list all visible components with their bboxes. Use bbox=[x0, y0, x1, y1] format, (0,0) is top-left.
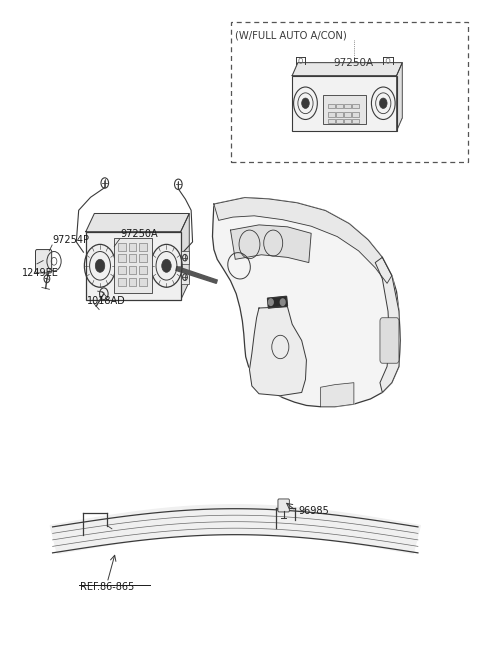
Bar bbox=[118, 278, 126, 286]
Circle shape bbox=[162, 259, 171, 272]
Polygon shape bbox=[50, 505, 420, 553]
Circle shape bbox=[301, 98, 309, 109]
Polygon shape bbox=[213, 198, 400, 407]
Circle shape bbox=[96, 259, 105, 272]
Text: 97250A: 97250A bbox=[120, 229, 158, 239]
Bar bbox=[139, 243, 146, 251]
Bar bbox=[86, 232, 180, 300]
Bar bbox=[292, 75, 396, 131]
Bar bbox=[328, 112, 336, 117]
Bar bbox=[139, 278, 146, 286]
Polygon shape bbox=[230, 225, 311, 263]
Bar bbox=[139, 254, 146, 262]
Polygon shape bbox=[86, 214, 189, 232]
Text: REF.86-865: REF.86-865 bbox=[80, 582, 134, 592]
Bar bbox=[180, 251, 189, 264]
Circle shape bbox=[280, 299, 285, 305]
Circle shape bbox=[380, 98, 387, 109]
Bar bbox=[336, 103, 343, 108]
Text: (W/FULL AUTO A/CON): (W/FULL AUTO A/CON) bbox=[235, 30, 347, 40]
Polygon shape bbox=[267, 296, 288, 308]
Bar bbox=[139, 266, 146, 274]
Bar bbox=[336, 112, 343, 117]
Bar bbox=[352, 103, 359, 108]
Bar bbox=[230, 22, 468, 162]
Bar bbox=[180, 271, 189, 284]
Text: 97254P: 97254P bbox=[53, 235, 90, 245]
Bar bbox=[129, 254, 136, 262]
Bar bbox=[129, 266, 136, 274]
Bar bbox=[336, 119, 343, 123]
Polygon shape bbox=[176, 267, 217, 284]
Text: 96985: 96985 bbox=[298, 506, 329, 515]
Bar bbox=[323, 95, 366, 124]
Polygon shape bbox=[250, 307, 306, 396]
Polygon shape bbox=[375, 257, 400, 392]
Text: 1249EE: 1249EE bbox=[22, 268, 59, 278]
Bar bbox=[129, 243, 136, 251]
Bar bbox=[328, 103, 336, 108]
Bar bbox=[344, 112, 351, 117]
FancyBboxPatch shape bbox=[36, 250, 52, 273]
Bar bbox=[118, 243, 126, 251]
Bar bbox=[352, 112, 359, 117]
Bar bbox=[344, 119, 351, 123]
Bar bbox=[114, 238, 152, 293]
Bar bbox=[328, 119, 336, 123]
FancyBboxPatch shape bbox=[278, 499, 289, 512]
Bar bbox=[118, 254, 126, 262]
Text: 97250A: 97250A bbox=[334, 58, 374, 68]
Polygon shape bbox=[321, 383, 354, 407]
Polygon shape bbox=[292, 63, 402, 75]
Polygon shape bbox=[396, 63, 402, 131]
Text: 1018AD: 1018AD bbox=[87, 296, 126, 307]
Bar bbox=[118, 266, 126, 274]
Bar bbox=[344, 103, 351, 108]
Circle shape bbox=[268, 299, 273, 305]
Polygon shape bbox=[214, 198, 392, 284]
Bar bbox=[352, 119, 359, 123]
Polygon shape bbox=[180, 214, 189, 300]
FancyBboxPatch shape bbox=[380, 318, 399, 364]
Bar bbox=[129, 278, 136, 286]
